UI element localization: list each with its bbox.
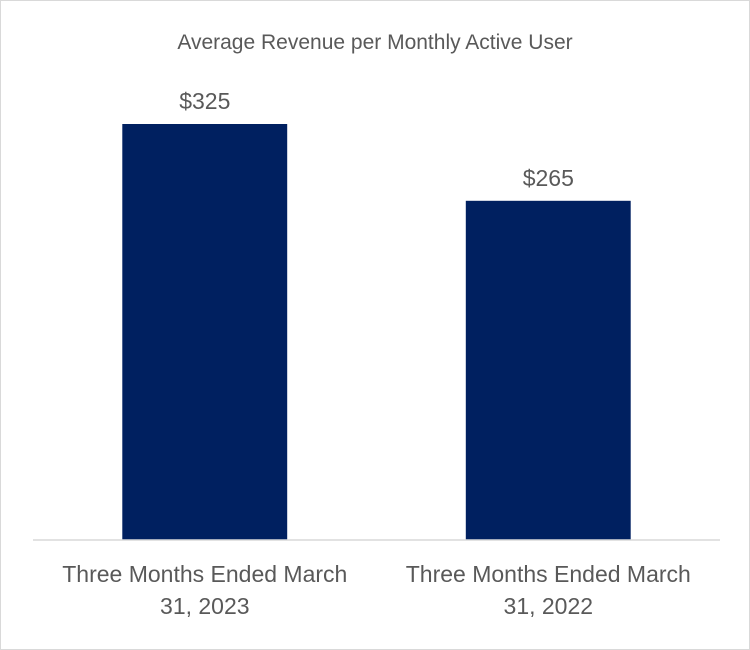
x-tick-label-0-line-0: Three Months Ended March: [62, 561, 347, 587]
data-label-1: $265: [523, 165, 574, 191]
x-tick-label-1-line-0: Three Months Ended March: [406, 561, 691, 587]
data-labels-group: $325 $265: [179, 88, 574, 191]
bar-0: [122, 124, 288, 540]
x-tick-label-1-line-1: 31, 2022: [504, 593, 594, 619]
bar-1: [465, 200, 631, 541]
x-tick-label-0-line-1: 31, 2023: [160, 593, 250, 619]
x-tick-labels-group: Three Months Ended March 31, 2023 Three Mo…: [62, 561, 691, 619]
chart-title: Average Revenue per Monthly Active User: [177, 31, 572, 54]
data-label-0: $325: [179, 88, 230, 114]
bars-group: [122, 124, 631, 541]
